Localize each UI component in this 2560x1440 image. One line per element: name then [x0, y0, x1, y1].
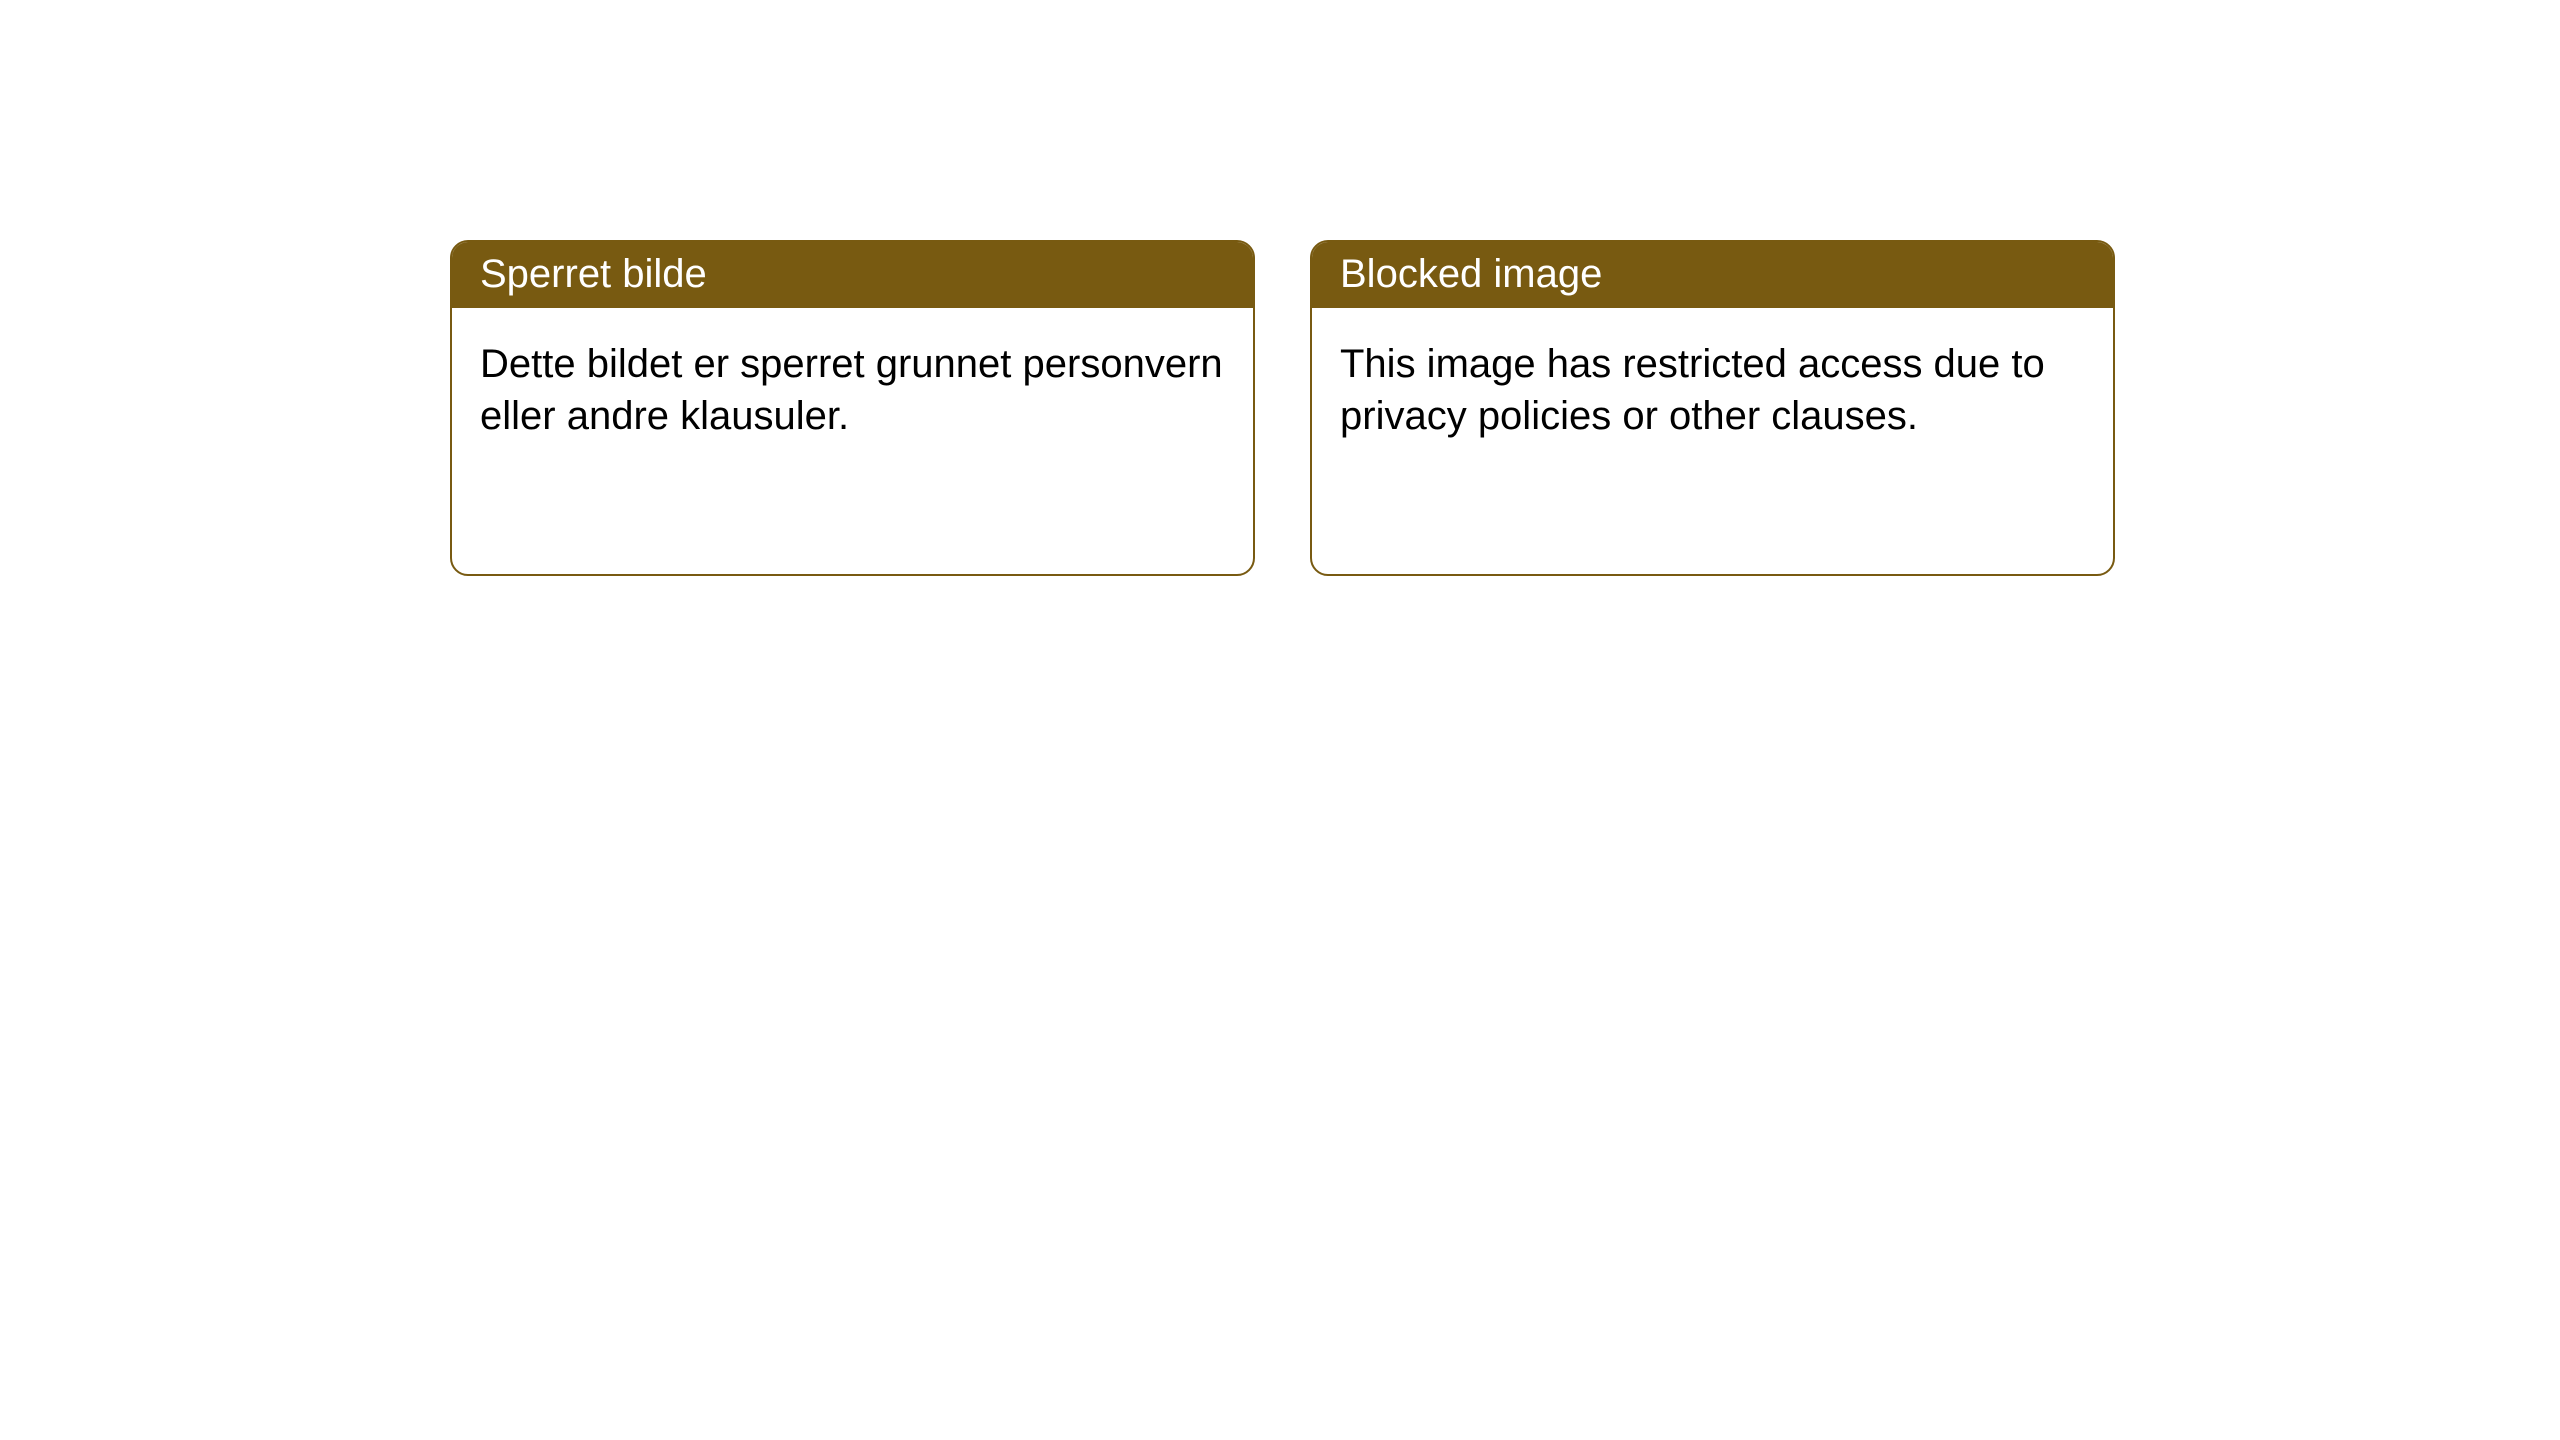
notice-card-norwegian: Sperret bilde Dette bildet er sperret gr…: [450, 240, 1255, 576]
notice-cards-container: Sperret bilde Dette bildet er sperret gr…: [0, 0, 2560, 576]
notice-body-norwegian: Dette bildet er sperret grunnet personve…: [452, 308, 1253, 472]
notice-body-english: This image has restricted access due to …: [1312, 308, 2113, 472]
notice-header-english: Blocked image: [1312, 242, 2113, 308]
notice-header-norwegian: Sperret bilde: [452, 242, 1253, 308]
notice-card-english: Blocked image This image has restricted …: [1310, 240, 2115, 576]
